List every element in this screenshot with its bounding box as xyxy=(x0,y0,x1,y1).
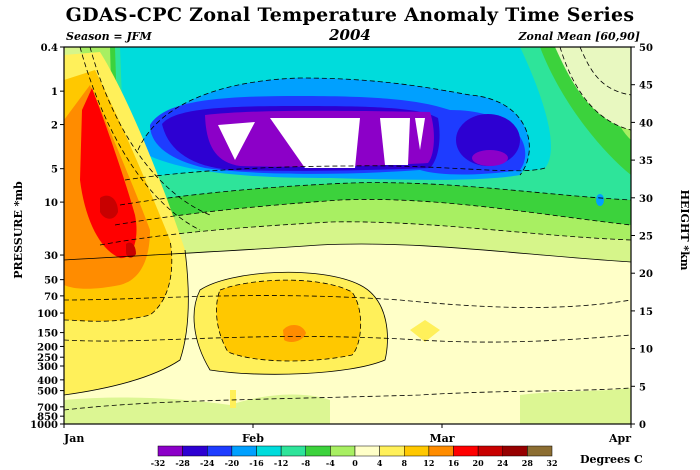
colorbar-label: 32 xyxy=(546,458,557,468)
height-tick-label: 30 xyxy=(639,194,653,205)
height-axis: 0 5 10 15 20 25 30 35 40 45 50 xyxy=(631,43,653,431)
colorbar-label: 16 xyxy=(448,458,460,468)
season-label: Season = JFM xyxy=(66,30,152,43)
colorbar-swatch xyxy=(256,445,282,457)
pressure-tick-label: 850 xyxy=(37,412,58,423)
colorbar-label: -32 xyxy=(151,458,165,468)
pressure-tick-label: 10 xyxy=(44,198,58,209)
colorbar-units: Degrees C xyxy=(580,453,643,466)
time-tick-label: Jan xyxy=(63,432,84,445)
colorbar-swatch xyxy=(453,445,479,457)
height-tick-label: 0 xyxy=(639,420,646,431)
colorbar-swatch xyxy=(330,445,356,457)
colorbar-swatch xyxy=(280,445,306,457)
colorbar-label: -4 xyxy=(326,458,335,468)
zonal-mean-label: Zonal Mean [60,90] xyxy=(518,30,640,43)
pressure-tick-label: 30 xyxy=(44,251,58,262)
height-tick-label: 25 xyxy=(639,232,653,243)
height-tick-label: 50 xyxy=(639,43,653,54)
colorbar-swatch xyxy=(207,445,233,457)
contour-lines xyxy=(64,47,631,411)
colorbar-swatch xyxy=(182,445,208,457)
height-tick-label: 10 xyxy=(639,345,653,356)
colorbar-label: -8 xyxy=(301,458,310,468)
colorbar-swatch xyxy=(404,445,430,457)
colorbar-swatch xyxy=(502,445,528,457)
colorbar-swatch xyxy=(527,445,553,457)
colorbar-swatch xyxy=(231,445,257,457)
height-tick-label: 5 xyxy=(639,382,646,393)
time-axis: Jan Feb Mar Apr xyxy=(63,424,632,445)
pressure-tick-label: 1 xyxy=(51,87,58,98)
colorbar-label: -12 xyxy=(274,458,288,468)
colorbar-label: -16 xyxy=(249,458,264,468)
chart-title: GDAS-CPC Zonal Temperature Anomaly Time … xyxy=(65,4,635,26)
colorbar-label: 28 xyxy=(522,458,534,468)
pressure-tick-label: 400 xyxy=(37,376,58,387)
height-tick-label: 40 xyxy=(639,118,653,129)
chart-subtitle: 2004 xyxy=(329,26,371,44)
time-tick-label: Apr xyxy=(608,432,631,445)
colorbar-label: 4 xyxy=(377,458,383,468)
colorbar-swatch xyxy=(379,445,405,457)
height-tick-label: 35 xyxy=(639,156,653,167)
colorbar-label: 20 xyxy=(473,458,485,468)
pressure-tick-label: 5 xyxy=(51,165,58,176)
pressure-tick-label: 150 xyxy=(37,329,58,340)
pressure-tick-label: 2 xyxy=(51,121,58,132)
pressure-tick-label: 0.4 xyxy=(41,43,58,54)
colorbar-label: 8 xyxy=(401,458,407,468)
pressure-tick-label: 100 xyxy=(37,309,58,320)
pressure-tick-label: 250 xyxy=(37,353,58,364)
pressure-tick-label: 1000 xyxy=(30,420,58,431)
height-tick-label: 15 xyxy=(639,307,653,318)
pressure-tick-label: 200 xyxy=(37,342,58,353)
height-tick-label: 20 xyxy=(639,269,653,280)
pressure-tick-label: 300 xyxy=(37,362,58,373)
colorbar-label: 24 xyxy=(497,458,509,468)
height-tick-label: 45 xyxy=(639,81,653,92)
colorbar: -32 -28 -24 -20 -16 -12 -8 -4 0 4 8 12 16 20 24 28 32 xyxy=(151,445,558,468)
y2-axis-label: HEIGHT *km xyxy=(678,190,691,271)
colorbar-label: -28 xyxy=(175,458,190,468)
y-axis-label: PRESSURE *mb xyxy=(12,181,25,279)
colorbar-label: -20 xyxy=(225,458,240,468)
colorbar-swatch xyxy=(305,445,331,457)
pressure-tick-label: 700 xyxy=(37,403,58,414)
contour-field xyxy=(64,47,631,424)
time-tick-label: Mar xyxy=(429,432,454,445)
colorbar-swatch xyxy=(428,445,454,457)
pressure-tick-label: 500 xyxy=(37,387,58,398)
colorbar-label: -24 xyxy=(200,458,215,468)
pressure-tick-label: 50 xyxy=(44,276,58,287)
time-tick-label: Feb xyxy=(242,432,264,445)
colorbar-swatch xyxy=(477,445,503,457)
colorbar-label: 12 xyxy=(423,458,434,468)
colorbar-swatch xyxy=(157,445,183,457)
colorbar-swatch xyxy=(354,445,380,457)
colorbar-label: 0 xyxy=(352,458,358,468)
pressure-tick-label: 70 xyxy=(44,292,58,303)
